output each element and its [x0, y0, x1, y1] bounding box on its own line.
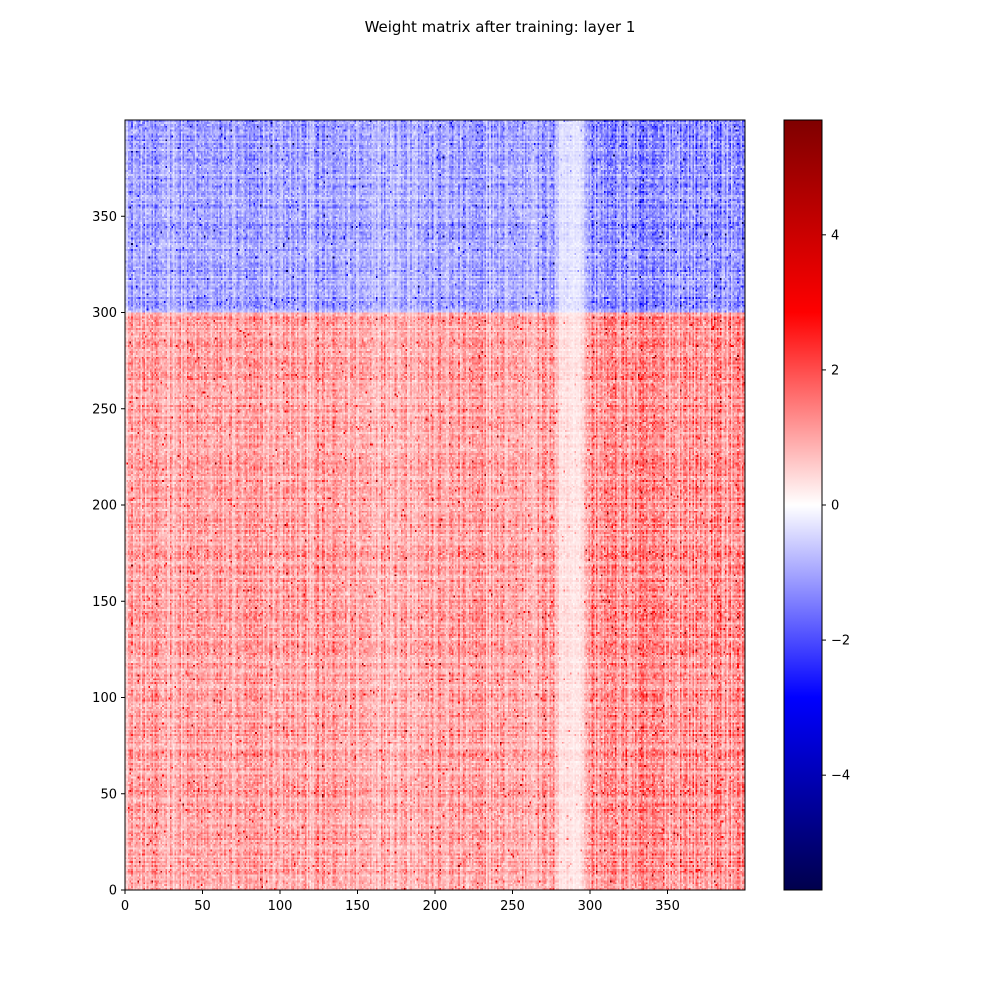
heatmap-image: [125, 120, 745, 890]
x-axis: 0 50 100 150 200 250 300 350: [121, 890, 680, 914]
chart-title: Weight matrix after training: layer 1: [365, 18, 636, 36]
x-tick-label: 350: [655, 899, 680, 914]
y-tick-label: 50: [100, 787, 117, 802]
y-tick-label: 300: [92, 306, 117, 321]
x-tick-label: 150: [345, 899, 370, 914]
y-tick-label: 350: [92, 210, 117, 225]
x-tick-label: 0: [121, 899, 129, 914]
x-tick-label: 100: [268, 899, 293, 914]
y-tick-label: 100: [92, 691, 117, 706]
colorbar-tick-label: 0: [831, 499, 839, 514]
x-tick-label: 50: [194, 899, 211, 914]
y-axis: 0 50 100 150 200 250 300 350: [92, 210, 125, 899]
y-tick-label: 150: [92, 595, 117, 610]
colorbar: −4 −2 0 2 4: [783, 119, 850, 891]
x-tick-label: 250: [500, 899, 525, 914]
heatmap-image-wrapper: [125, 120, 745, 890]
y-tick-label: 250: [92, 402, 117, 417]
colorbar-gradient: [783, 119, 823, 891]
heatmap-plot-area: [124, 119, 746, 891]
colorbar-axis: −4 −2 0 2 4: [822, 228, 850, 784]
colorbar-tick-label: 4: [831, 228, 839, 243]
y-tick-label: 200: [92, 499, 117, 514]
colorbar-tick-label: 2: [831, 363, 839, 378]
colorbar-tick-label: −4: [831, 769, 850, 784]
x-tick-label: 200: [423, 899, 448, 914]
y-tick-label: 0: [109, 884, 117, 899]
colorbar-tick-label: −2: [831, 634, 850, 649]
x-tick-label: 300: [578, 899, 603, 914]
